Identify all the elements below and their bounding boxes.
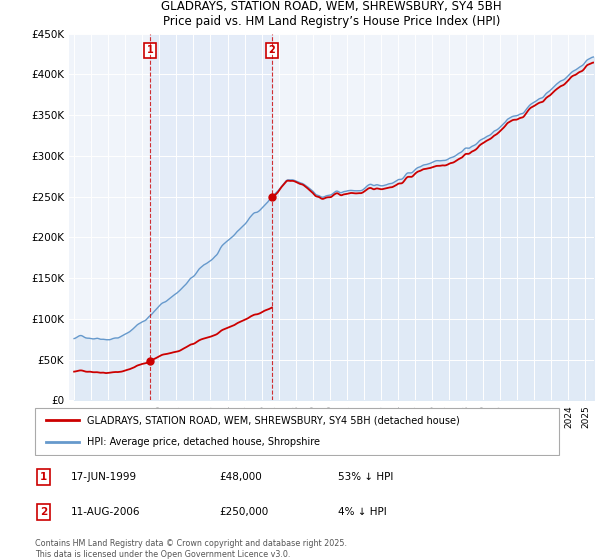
Text: 17-JUN-1999: 17-JUN-1999	[71, 472, 137, 482]
Text: 53% ↓ HPI: 53% ↓ HPI	[338, 472, 393, 482]
Text: 2: 2	[40, 507, 47, 517]
Text: 4% ↓ HPI: 4% ↓ HPI	[338, 507, 386, 517]
Text: £48,000: £48,000	[219, 472, 262, 482]
Title: GLADRAYS, STATION ROAD, WEM, SHREWSBURY, SY4 5BH
Price paid vs. HM Land Registry: GLADRAYS, STATION ROAD, WEM, SHREWSBURY,…	[161, 0, 502, 28]
Text: HPI: Average price, detached house, Shropshire: HPI: Average price, detached house, Shro…	[86, 437, 320, 447]
Text: 1: 1	[147, 45, 154, 55]
Text: 2: 2	[269, 45, 275, 55]
FancyBboxPatch shape	[35, 408, 559, 455]
Text: 1: 1	[40, 472, 47, 482]
Text: Contains HM Land Registry data © Crown copyright and database right 2025.
This d: Contains HM Land Registry data © Crown c…	[35, 539, 347, 559]
Text: 11-AUG-2006: 11-AUG-2006	[71, 507, 140, 517]
Text: £250,000: £250,000	[219, 507, 268, 517]
Text: GLADRAYS, STATION ROAD, WEM, SHREWSBURY, SY4 5BH (detached house): GLADRAYS, STATION ROAD, WEM, SHREWSBURY,…	[86, 415, 460, 425]
Bar	[150, 34, 272, 400]
